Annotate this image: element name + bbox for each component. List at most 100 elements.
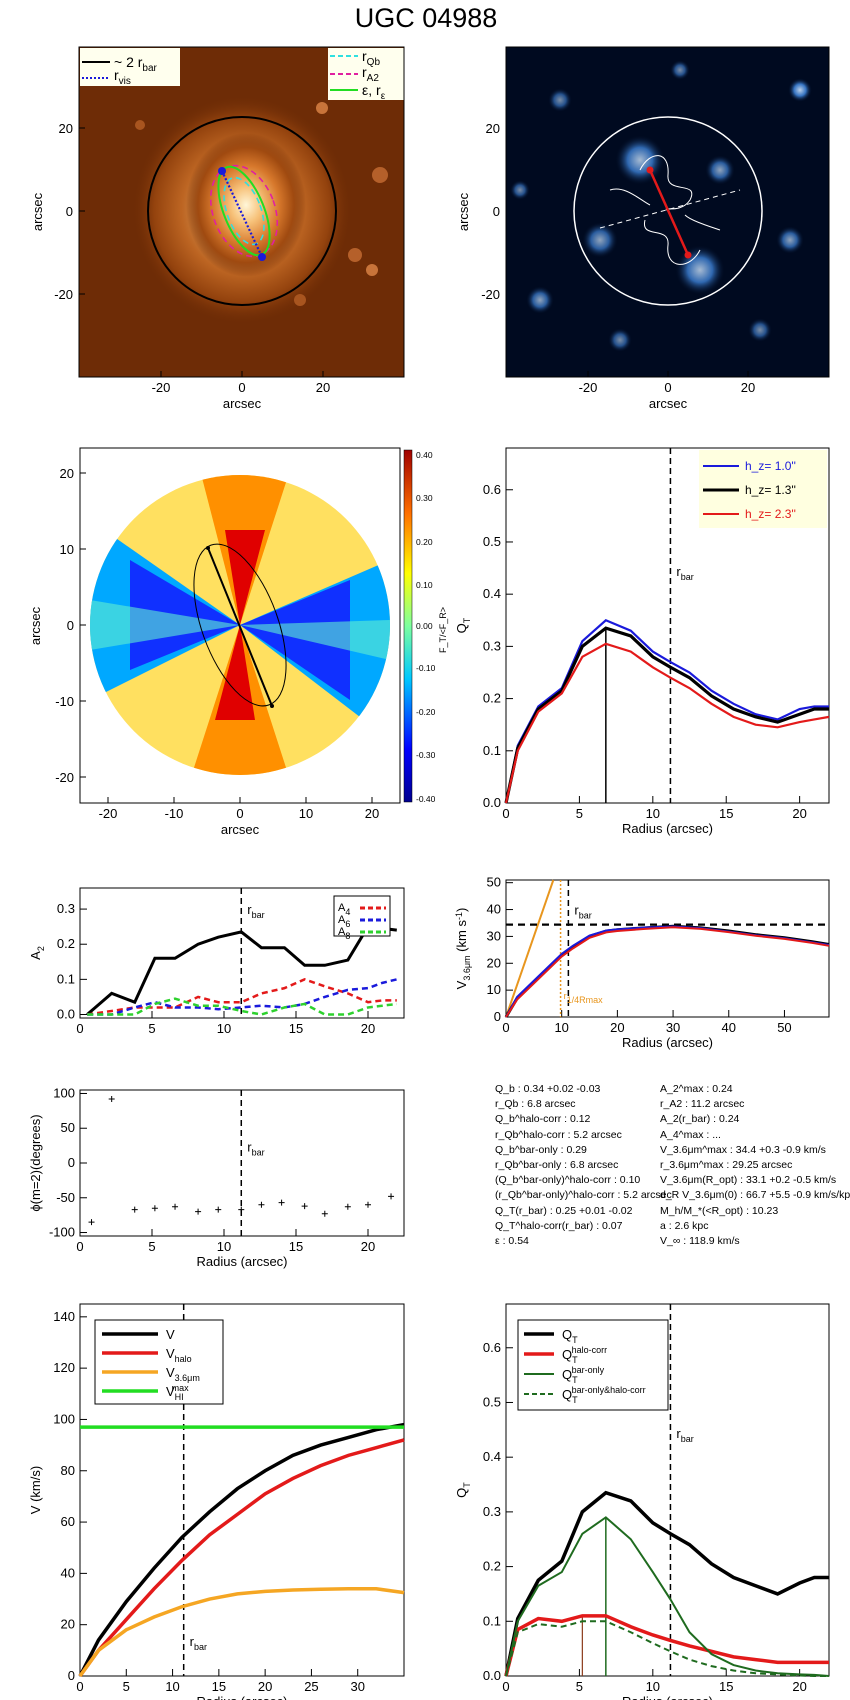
residual-bar-line: [648, 169, 690, 256]
param-a2-rbar: A_2(r_bar) : 0.24: [660, 1113, 740, 1126]
rvis-endpoint-bottom: [258, 253, 266, 261]
x-tick-label: 25: [304, 1679, 318, 1694]
y-tick-label: 0.3: [483, 638, 501, 653]
svg-text:0.20: 0.20: [416, 537, 433, 547]
param-a: a : 2.6 kpc: [660, 1219, 709, 1232]
polar-ytick-3: 0: [67, 618, 74, 633]
phase-point: [88, 1219, 95, 1226]
y-tick-label: 0.1: [57, 971, 75, 986]
series-line: [504, 1490, 829, 1677]
y-tick-label: 120: [53, 1360, 75, 1375]
x-tick-label: 5: [576, 806, 583, 821]
colorbar-label: F_T/<F_R>: [438, 607, 448, 653]
param-rmax: r_3.6μm^max : 29.25 arcsec: [660, 1159, 793, 1172]
param-rqb-halo: r_Qb^halo-corr : 5.2 arcsec: [495, 1128, 622, 1141]
series-line: [504, 1614, 829, 1677]
x-axis-label: Radius (arcsec): [622, 1035, 713, 1050]
y-tick-label: 0.6: [483, 482, 501, 497]
polar-xtick-1: -20: [99, 806, 118, 821]
legend-label: A6: [338, 914, 350, 929]
figure-title: UGC 04988: [355, 3, 498, 33]
polar-xtick-3: 0: [236, 806, 243, 821]
polar-bar-line: [207, 547, 273, 707]
orange-line: [505, 879, 555, 1018]
rbar-label: rbar: [190, 1634, 207, 1652]
x-tick-label: 30: [350, 1679, 364, 1694]
parameters-column-1: Q_b : 0.34 +0.02 -0.03 r_Qb : 6.8 arcsec…: [495, 1082, 672, 1249]
series-line: [78, 1587, 405, 1678]
plot-frame: [505, 447, 830, 804]
y-axis-label: V (km/s): [28, 1466, 43, 1514]
rbar-label: rbar: [247, 1139, 264, 1157]
parameters-table: Q_b : 0.34 +0.02 -0.03 r_Qb : 6.8 arcsec…: [495, 1082, 850, 1277]
y-tick-label: 0.4: [483, 1449, 501, 1464]
series-line: [87, 997, 397, 1016]
rbar-label: rbar: [676, 564, 693, 582]
param-rqb: r_Qb : 6.8 arcsec: [495, 1098, 576, 1111]
param-qb-bar-only: Q_b^bar-only : 0.29: [495, 1143, 587, 1156]
param-drv: d_R V_3.6μm(0) : 66.7 +5.5 -0.9 km/s/kpc: [660, 1189, 850, 1202]
series-line: [86, 925, 397, 1016]
legend-label: h_z= 1.0'': [745, 459, 796, 473]
residual-contours: [609, 155, 721, 265]
polar-ylabel: arcsec: [28, 606, 43, 645]
qt-corrected-chart: 0 5 10 15 20 0.0 0.1 0.2 0.3 0.4 0.5 0.6 Radius (arc…: [454, 1303, 830, 1700]
polar-ytick-1: 20: [60, 466, 74, 481]
series-line: [505, 926, 830, 1018]
series-line: [504, 618, 829, 804]
y-axis-label: V3.6μm (km s-1): [454, 908, 472, 990]
phase-point: [215, 1206, 222, 1213]
parameters-column-2: A_2^max : 0.24 r_A2 : 11.2 arcsec A_2(r_…: [660, 1082, 850, 1249]
optical-legend-left-2: rvis: [114, 67, 131, 87]
y-tick-label: 100: [53, 1411, 75, 1426]
param-a4max: A_4^max : ...: [660, 1128, 721, 1141]
param-vinf: V_∞ : 118.9 km/s: [660, 1235, 740, 1248]
phase-point: [301, 1203, 308, 1210]
rbar-label: rbar: [676, 1426, 693, 1444]
residual-image-panel: -20 0 20 20 0 -20 arcsec arcsec: [456, 46, 830, 411]
residual-ytick-3: -20: [481, 287, 500, 302]
svg-text:0.10: 0.10: [416, 580, 433, 590]
y-tick-label: 0.6: [483, 1340, 501, 1355]
x-tick-label: 10: [646, 1679, 660, 1694]
rvis-endpoint-top: [218, 167, 226, 175]
polar-ytick-4: -10: [55, 694, 74, 709]
velocity-halo-chart: 0 5 10 15 20 25 30 0 20 40 60 80 100 120 140 Radius (ar…: [28, 1303, 405, 1700]
x-tick-label: 20: [361, 1021, 375, 1036]
y-tick-label: 0.1: [483, 743, 501, 758]
series-line: [504, 626, 829, 804]
x-tick-label: 20: [792, 1679, 806, 1694]
colorbar-ticks: 0.40 0.30 0.20 0.10 0.00 -0.10 -0.20 -0.…: [416, 450, 436, 804]
legend-label: VHImax: [166, 1383, 189, 1402]
phase-point: [172, 1203, 179, 1210]
y-tick-label: 0.1: [483, 1613, 501, 1628]
param-vmax: V_3.6μm^max : 34.4 +0.3 -0.9 km/s: [660, 1143, 826, 1156]
polar-xtick-4: 10: [299, 806, 313, 821]
x-tick-label: 0: [76, 1021, 83, 1036]
y-tick-label: 0.0: [483, 795, 501, 810]
legend-label: h_z= 1.3'': [745, 483, 796, 497]
series-line: [87, 978, 398, 1016]
x-tick-label: 5: [148, 1021, 155, 1036]
svg-text:0.40: 0.40: [416, 450, 433, 460]
series-line: [505, 1516, 830, 1677]
optical-ylabel: arcsec: [30, 192, 45, 231]
qt-hz-chart: 0 5 10 15 20 0.0 0.1 0.2 0.3 0.4 0.5 0.6 Radius (arc…: [454, 447, 830, 836]
x-tick-label: 20: [258, 1679, 272, 1694]
x-tick-label: 10: [646, 806, 660, 821]
param-a2max: A_2^max : 0.24: [660, 1083, 733, 1095]
x-tick-label: 5: [576, 1679, 583, 1694]
x-tick-label: 5: [123, 1679, 130, 1694]
y-axis-label: ϕ(m=2)(degrees): [28, 1114, 43, 1211]
y-tick-label: 20: [61, 1617, 75, 1632]
phase-point: [131, 1206, 138, 1213]
y-tick-label: 0.5: [483, 1394, 501, 1409]
y-tick-label: 40: [487, 902, 501, 917]
y-tick-label: 80: [61, 1463, 75, 1478]
y-tick-label: 0.5: [483, 534, 501, 549]
x-tick-label: 15: [719, 806, 733, 821]
y-axis-label: QT: [454, 1482, 472, 1498]
optical-galaxy-image: [132, 95, 388, 325]
y-tick-label: 60: [61, 1514, 75, 1529]
